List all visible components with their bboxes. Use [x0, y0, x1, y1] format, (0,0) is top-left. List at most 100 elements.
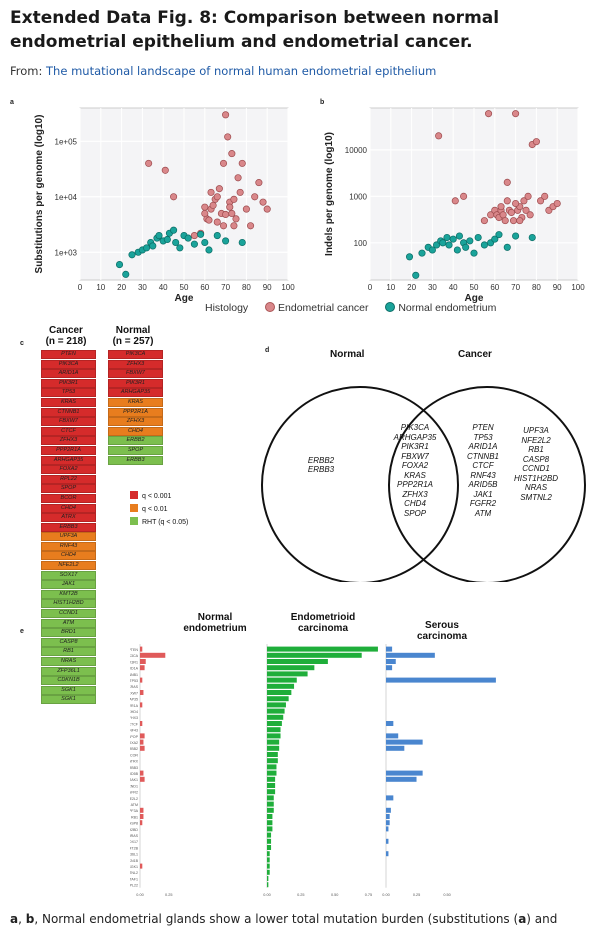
- gene-label: ERBB2: [130, 747, 138, 751]
- serous-bar: [386, 721, 394, 726]
- panel-b-cancer-point: [503, 178, 511, 186]
- gene-label: PIK3CA: [130, 654, 139, 658]
- cancer-driver-cell: ARHGAP35: [41, 455, 96, 465]
- panel-b-cancer-point: [460, 192, 468, 200]
- serous-bar: [386, 652, 435, 658]
- panel-b-cancer-point: [524, 192, 532, 200]
- source-article-link[interactable]: The mutational landscape of normal human…: [46, 64, 437, 78]
- panel-b-xlabel: Age: [465, 293, 484, 304]
- panel-a-normal-point: [213, 232, 221, 240]
- normal-driver-cell: ZFHX3: [108, 417, 163, 427]
- endometrioid-bar: [267, 814, 273, 819]
- legend-cancer-swatch: [265, 302, 276, 312]
- panel-a-cancer-point: [255, 179, 263, 187]
- panel-b-ytick-label: 10000: [345, 146, 368, 155]
- endometrioid-bar: [267, 857, 270, 863]
- panel-b-xtick-label: 20: [407, 283, 416, 292]
- gene-label: RB1: [131, 815, 138, 819]
- venn-shared-gene: ARHGAP35: [393, 432, 437, 442]
- gene-label: CTCF: [130, 722, 139, 726]
- panel-b-xtick-label: 80: [532, 283, 541, 292]
- panel-b-xtick-label: 40: [449, 283, 458, 292]
- venn-normal-gene: ERBB2: [307, 456, 335, 465]
- legend-green-swatch: [130, 517, 138, 525]
- venn-normal-only: ERBB2 ERBB3: [296, 456, 346, 474]
- venn-cancer-gene: NRAS: [524, 483, 548, 492]
- panel-a-cancer-point: [230, 222, 238, 230]
- venn-shared-gene: ZFHX3: [402, 489, 428, 499]
- panel-a-xtick-label: 70: [221, 283, 230, 292]
- venn-cancer-title: Cancer: [458, 349, 492, 360]
- cancer-driver-cell: ARID1A: [41, 369, 96, 379]
- panel-b-normal-point: [466, 237, 474, 245]
- gene-label: FBXW7: [130, 691, 138, 695]
- panel-a-cancer-point: [219, 159, 228, 167]
- venn-normal-gene: ERBB3: [307, 465, 335, 474]
- normal-endometrium-bar: [140, 721, 143, 726]
- serous-tick-label: 0.00: [382, 893, 389, 897]
- gene-label: TP53: [130, 679, 138, 683]
- panel-a-ytick-label: 1e+04: [55, 193, 78, 202]
- cancer-n: (n = 218): [45, 336, 87, 347]
- serous-bar: [386, 795, 394, 801]
- panel-a-cancer-point: [201, 209, 209, 218]
- serous-bar: [386, 646, 393, 652]
- endometrioid-bar: [267, 708, 285, 714]
- normal-endometrium-bar: [140, 739, 144, 745]
- venn-cancer-circle: [388, 386, 586, 582]
- endometrioid-bar: [267, 683, 295, 689]
- cancer-driver-cell: PIK3CA: [41, 359, 96, 369]
- endometrioid-tick-label: 0.50: [331, 893, 338, 897]
- endometrioid-bar: [267, 745, 280, 751]
- endometrioid-bar: [267, 665, 315, 671]
- venn-normal-title: Normal: [330, 349, 365, 360]
- panel-a-normal-point: [155, 232, 163, 240]
- endometrioid-bar: [267, 876, 269, 881]
- normal-endometrium-bar: [140, 665, 145, 671]
- panel-a-normal-point: [238, 238, 246, 247]
- panel-b-cancer-point: [485, 110, 493, 118]
- panel-a-cancer-point: [170, 193, 178, 201]
- panel-b-normal-point: [439, 239, 447, 247]
- venn-cancer-gene: CTCF: [472, 461, 494, 470]
- panel-label-a: a: [10, 99, 14, 106]
- cancer-driver-cell: ATM: [41, 618, 96, 628]
- endometrioid-bar: [267, 739, 280, 745]
- figure-title: Extended Data Fig. 8: Comparison between…: [10, 8, 500, 52]
- venn-cancer-gene: TP53: [473, 432, 493, 442]
- gene-label: SMTNL2: [130, 871, 138, 875]
- venn-cancer-only-col2: UPF3A NFE2L2 RB1 CASP8 CCND1 HIST1H2BD NRAS SMT…: [508, 426, 564, 502]
- endometrioid-bar: [267, 770, 277, 776]
- endometrioid-bar: [267, 851, 270, 857]
- panel-a-cancer-point: [215, 185, 223, 193]
- venn-cancer-gene: ATM: [474, 508, 492, 518]
- panel-label-e: e: [20, 628, 24, 635]
- panel-b-cancer-point: [503, 197, 511, 205]
- venn-cancer-gene: PTEN: [472, 423, 494, 432]
- panel-b-normal-point: [470, 249, 478, 257]
- normal-driver-cell: PPP2R1A: [108, 407, 163, 417]
- venn-shared-genes: PIK3CA ARHGAP35 PIK3R1 FBXW7 FOXA2 KRAS PPP2R1…: [383, 423, 447, 518]
- venn-cancer-gene: SMTNL2: [520, 492, 552, 502]
- serous-tick-label: 0.25: [413, 893, 420, 897]
- normal-endometrium-tick-label: 0.00: [136, 893, 143, 897]
- normal-endometrium-bar: [140, 652, 166, 658]
- endometrioid-bar: [267, 690, 292, 695]
- cancer-column-title: Cancer (n = 218): [36, 325, 96, 347]
- cancer-driver-cell: UPF3A: [41, 532, 96, 542]
- cancer-driver-cell: SGK1: [41, 685, 96, 695]
- venn-cancer-gene: NFE2L2: [521, 435, 551, 445]
- panel-a-xtick-label: 0: [78, 283, 83, 292]
- panel-b-cancer-point: [435, 132, 443, 140]
- panel-a-normal-point: [184, 234, 192, 242]
- normal-driver-cell: SPOP: [108, 445, 163, 455]
- normal-driver-cell: ZFHX3: [108, 359, 163, 369]
- normal-endometrium-bar: [140, 863, 143, 869]
- gene-label: ZFHX3: [130, 716, 138, 720]
- endometrioid-bar: [267, 783, 276, 788]
- legend-red-row: q < 0.001: [130, 490, 188, 503]
- panel-a-normal-point: [149, 242, 157, 250]
- panel-a-normal-point: [176, 244, 184, 252]
- normal-n: (n = 257): [112, 336, 154, 347]
- panel-a-cancer-point: [205, 216, 213, 224]
